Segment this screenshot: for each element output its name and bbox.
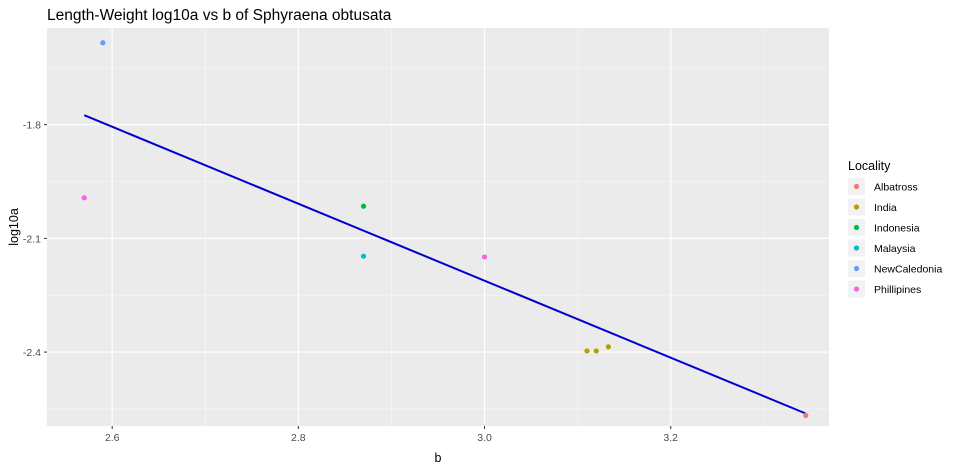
y-axis-label: log10a: [7, 208, 21, 246]
legend-swatch: [853, 286, 860, 292]
legend: Locality Albatross India Indonesia Malaysia…: [848, 159, 942, 298]
legend-label: Indonesia: [874, 223, 920, 235]
plot-panel: [47, 28, 829, 426]
fit-line-layer: [83, 114, 807, 415]
regression-line: [83, 114, 807, 415]
legend-swatch: [853, 265, 860, 272]
y-axis-ticks: -2.4 -2.1 -1.8: [23, 120, 47, 359]
chart-title: Length-Weight log10a vs b of Sphyraena o…: [47, 7, 392, 24]
legend-label: NewCaledonia: [874, 264, 942, 276]
grid-major: [47, 28, 829, 426]
data-point: [803, 412, 809, 418]
x-axis-ticks: 2.6 2.8 3.0 3.2: [105, 426, 678, 444]
legend-label: India: [874, 202, 897, 214]
x-tick-label: 3.0: [477, 432, 492, 444]
data-point: [605, 344, 611, 350]
data-point: [481, 254, 488, 260]
data-point: [584, 348, 590, 354]
legend-items: Albatross India Indonesia Malaysia NewCaledo…: [848, 178, 942, 298]
data-point: [100, 40, 106, 46]
legend-swatch: [853, 183, 860, 190]
grid-minor: [47, 28, 829, 426]
legend-label: Phillipines: [874, 284, 921, 296]
legend-swatch: [853, 204, 860, 210]
legend-swatch: [853, 245, 860, 251]
x-axis-label: b: [435, 451, 442, 465]
data-point: [593, 348, 599, 354]
x-tick-label: 3.2: [663, 432, 678, 444]
legend-label: Malaysia: [874, 243, 916, 255]
data-point: [360, 203, 367, 209]
y-tick-label: -2.4: [23, 347, 41, 359]
legend-title: Locality: [848, 159, 891, 173]
points-layer: [81, 40, 809, 418]
legend-swatch: [853, 224, 860, 231]
x-tick-label: 2.8: [291, 432, 306, 444]
legend-label: Albatross: [874, 182, 918, 194]
data-point: [360, 253, 367, 259]
y-tick-label: -1.8: [23, 120, 41, 132]
x-tick-label: 2.6: [105, 432, 120, 444]
data-point: [81, 195, 87, 201]
y-tick-label: -2.1: [23, 233, 41, 245]
